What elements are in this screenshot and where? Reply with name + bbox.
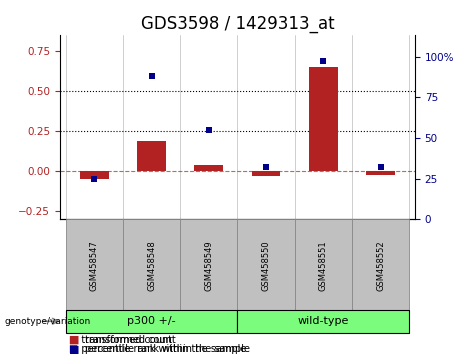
Bar xyxy=(309,67,337,171)
Bar xyxy=(123,219,180,312)
Text: ■: ■ xyxy=(69,335,80,345)
Bar xyxy=(195,165,223,171)
Bar xyxy=(352,219,409,312)
Text: ■ percentile rank within the sample: ■ percentile rank within the sample xyxy=(69,344,247,354)
Point xyxy=(91,176,98,182)
Text: percentile rank within the sample: percentile rank within the sample xyxy=(85,344,250,354)
Text: GSM458550: GSM458550 xyxy=(261,240,271,291)
Text: GSM458547: GSM458547 xyxy=(90,240,99,291)
Text: GSM458551: GSM458551 xyxy=(319,240,328,291)
Bar xyxy=(65,310,237,333)
Text: ■: ■ xyxy=(69,344,80,354)
Text: wild-type: wild-type xyxy=(298,316,349,326)
Bar xyxy=(237,219,295,312)
Text: genotype/variation: genotype/variation xyxy=(5,317,91,326)
Point xyxy=(319,59,327,64)
Bar xyxy=(295,219,352,312)
Bar xyxy=(366,171,395,175)
Point xyxy=(148,73,155,79)
Text: GSM458552: GSM458552 xyxy=(376,240,385,291)
Point xyxy=(262,165,270,170)
Bar xyxy=(180,219,237,312)
Text: transformed count: transformed count xyxy=(85,335,176,345)
Title: GDS3598 / 1429313_at: GDS3598 / 1429313_at xyxy=(141,15,334,33)
Point xyxy=(377,165,384,170)
Point xyxy=(205,127,213,133)
Bar xyxy=(252,171,280,176)
Text: GSM458549: GSM458549 xyxy=(204,240,213,291)
Bar xyxy=(65,219,123,312)
Bar xyxy=(137,141,166,171)
Text: p300 +/-: p300 +/- xyxy=(127,316,176,326)
Bar xyxy=(80,171,109,179)
Bar xyxy=(237,310,409,333)
Text: GSM458548: GSM458548 xyxy=(147,240,156,291)
Text: ■ transformed count: ■ transformed count xyxy=(69,335,172,345)
